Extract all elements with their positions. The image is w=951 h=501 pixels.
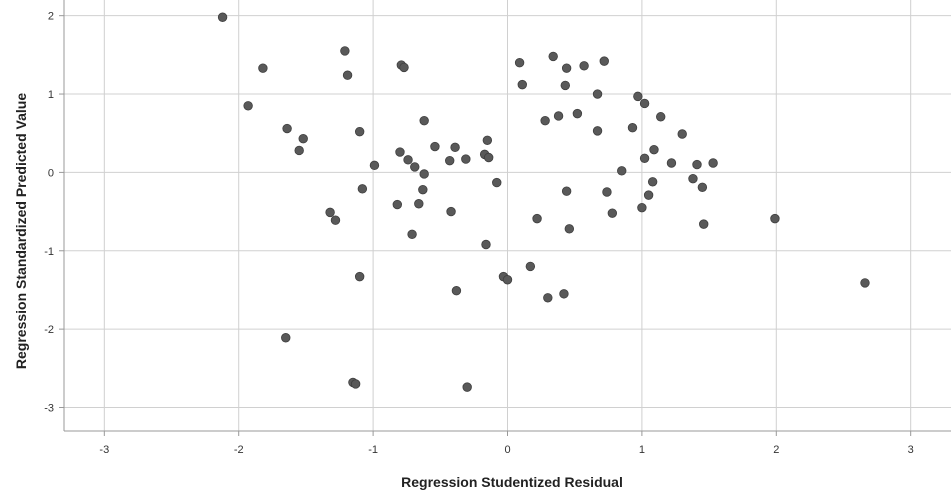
- data-point: [525, 261, 536, 272]
- data-point: [395, 147, 405, 157]
- data-point: [647, 177, 658, 187]
- data-point: [392, 199, 402, 210]
- data-point: [414, 199, 424, 209]
- x-tick-label: -1: [368, 444, 378, 456]
- data-point: [330, 215, 341, 225]
- data-point: [419, 169, 429, 179]
- data-point: [445, 155, 455, 166]
- data-point: [561, 63, 572, 73]
- data-point: [592, 89, 603, 99]
- data-point: [540, 115, 550, 126]
- data-point: [403, 155, 413, 165]
- data-point: [677, 129, 687, 139]
- data-point: [617, 166, 627, 176]
- data-point: [354, 271, 365, 282]
- data-point: [492, 177, 502, 188]
- data-point: [643, 190, 654, 200]
- data-point: [656, 112, 666, 122]
- data-point: [708, 158, 718, 168]
- data-point: [607, 208, 618, 218]
- data-point: [407, 229, 417, 240]
- y-axis-title: Regression Standardized Predicted Value: [13, 93, 29, 369]
- data-point: [217, 12, 228, 22]
- data-point: [532, 213, 542, 224]
- data-point: [410, 162, 420, 172]
- data-point: [639, 153, 650, 163]
- data-point: [559, 289, 569, 299]
- data-point: [553, 111, 564, 121]
- tick-labels: -3 -2 -1 0 1 2 3 -3 -2 -1 0 1 2: [44, 11, 914, 456]
- data-point: [243, 101, 253, 111]
- data-point: [399, 62, 409, 73]
- data-point: [350, 379, 361, 389]
- gridlines: [64, 0, 951, 431]
- data-point: [451, 286, 462, 296]
- data-point: [502, 275, 513, 285]
- data-point: [514, 57, 525, 68]
- data-point: [481, 239, 491, 250]
- data-point: [560, 80, 570, 91]
- data-point: [281, 333, 291, 343]
- data-point: [419, 115, 429, 126]
- data-point: [633, 91, 643, 102]
- data-point: [446, 206, 456, 217]
- data-point: [666, 158, 677, 168]
- data-point: [697, 182, 708, 192]
- data-point: [548, 51, 558, 62]
- x-tick-label: -3: [99, 444, 109, 456]
- x-tick-label: 1: [639, 444, 645, 456]
- data-point: [354, 126, 365, 137]
- data-point: [688, 173, 698, 184]
- data-point: [325, 207, 335, 218]
- y-tick-label: 2: [48, 11, 54, 23]
- data-points: [217, 12, 870, 392]
- data-point: [860, 278, 870, 288]
- y-tick-label: 0: [48, 167, 54, 179]
- x-tick-label: -2: [234, 444, 244, 456]
- data-point: [258, 63, 268, 73]
- y-tick-label: -3: [44, 402, 54, 414]
- data-point: [482, 135, 493, 145]
- data-point: [649, 144, 659, 155]
- data-point: [602, 187, 612, 197]
- data-point: [543, 293, 553, 303]
- data-point: [298, 134, 308, 144]
- data-point: [282, 123, 292, 134]
- data-point: [462, 382, 472, 392]
- x-tick-label: 2: [773, 444, 779, 456]
- data-point: [699, 219, 709, 229]
- data-point: [592, 126, 603, 136]
- x-tick-label: 3: [908, 444, 914, 456]
- data-point: [627, 123, 638, 133]
- data-point: [599, 56, 609, 66]
- data-point: [450, 142, 460, 153]
- data-point: [770, 213, 780, 224]
- data-point: [579, 61, 589, 71]
- data-point: [369, 160, 380, 171]
- data-point: [461, 154, 471, 164]
- data-point: [692, 159, 702, 170]
- data-point: [564, 224, 575, 234]
- data-point: [357, 184, 368, 194]
- axes: [59, 0, 951, 436]
- data-point: [294, 145, 304, 156]
- data-point: [572, 108, 583, 119]
- y-tick-label: -2: [44, 324, 54, 336]
- data-point: [342, 70, 353, 80]
- data-point: [340, 46, 350, 56]
- x-tick-label: 0: [504, 444, 510, 456]
- x-axis-title: Regression Studentized Residual: [401, 474, 623, 490]
- data-point: [639, 98, 650, 109]
- data-point: [561, 186, 572, 196]
- y-tick-label: 1: [48, 89, 54, 101]
- data-point: [418, 184, 428, 195]
- data-point: [517, 79, 527, 90]
- y-tick-label: -1: [44, 246, 54, 258]
- data-point: [483, 152, 494, 163]
- data-point: [430, 141, 440, 152]
- data-point: [637, 202, 647, 213]
